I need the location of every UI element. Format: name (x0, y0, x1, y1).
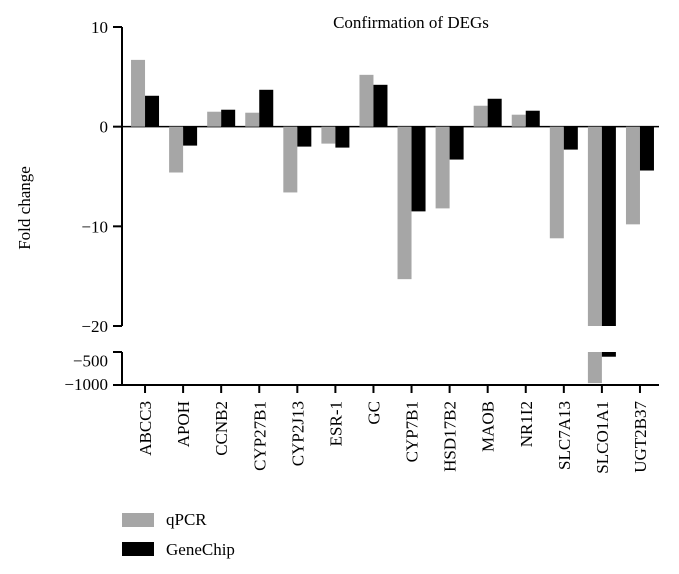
x-tick-label: CYP7B1 (403, 401, 422, 462)
legend-swatch-genechip (122, 542, 154, 556)
legend-swatch-qpcr (122, 513, 154, 527)
x-tick-label: MAOB (479, 401, 498, 452)
y-tick-label: −20 (81, 317, 108, 336)
x-tick-label: UGT2B37 (631, 401, 650, 473)
x-tick-label: CCNB2 (212, 401, 231, 456)
bar-qpcr-cyp2j13 (283, 126, 298, 193)
bar-genechip-nr1i2 (525, 110, 540, 127)
bar-qpcr-ugt2b37 (625, 126, 640, 225)
bar-qpcr-slco1a1 (587, 126, 602, 327)
bar-genechip-gc (373, 84, 388, 127)
bar-genechip-cyp27b1 (259, 89, 274, 127)
bar-qpcr-slc7a13 (549, 126, 564, 239)
bar-qpcr-cyp27b1 (245, 112, 260, 127)
bar-qpcr-maob (473, 105, 488, 127)
bar-lower-genechip-slco1a1 (601, 352, 616, 357)
x-tick-label: ABCC3 (136, 401, 155, 456)
bar-genechip-hsd17b2 (449, 126, 464, 160)
bar-genechip-ugt2b37 (639, 126, 654, 171)
bar-qpcr-cyp7b1 (397, 126, 412, 280)
bar-qpcr-abcc3 (131, 59, 146, 127)
y-tick-label: 10 (91, 18, 108, 37)
bar-genechip-esr-1 (335, 126, 350, 148)
y-tick-label: −1000 (64, 375, 108, 394)
axes: 10 0 −10 −20 −500 −1000 (64, 18, 659, 394)
x-tick-label: SLC7A13 (555, 401, 574, 470)
y-tick-label: 0 (100, 118, 109, 137)
x-tick-label: SLCO1A1 (593, 401, 612, 474)
bar-lower-qpcr-slco1a1 (587, 352, 602, 384)
x-tick-label: CYP27B1 (250, 401, 269, 471)
legend: qPCR GeneChip (122, 510, 235, 559)
bar-genechip-maob (487, 98, 502, 127)
bar-qpcr-apoh (169, 126, 184, 173)
legend-label-genechip: GeneChip (166, 540, 235, 559)
bar-qpcr-hsd17b2 (435, 126, 450, 209)
bar-qpcr-ccnb2 (207, 111, 222, 127)
legend-label-qpcr: qPCR (166, 510, 207, 529)
bar-genechip-apoh (183, 126, 198, 146)
x-tick-label: CYP2J13 (288, 401, 307, 466)
bar-genechip-abcc3 (145, 95, 160, 127)
y-tick-label: −10 (81, 217, 108, 236)
bar-qpcr-nr1i2 (511, 114, 526, 127)
y-tick-label: −500 (73, 351, 108, 370)
y-axis-label: Fold change (15, 166, 34, 250)
bar-genechip-slco1a1 (601, 126, 616, 327)
x-tick-label: ESR-1 (326, 401, 345, 446)
bar-genechip-slc7a13 (563, 126, 578, 150)
x-tick-label: APOH (174, 401, 193, 447)
x-tick-labels: ABCC3 APOH CCNB2 CYP27B1 CYP2J13 ESR-1 GC CYP7B… (136, 385, 650, 474)
bar-qpcr-esr-1 (321, 126, 336, 144)
x-tick-label: NR1I2 (517, 401, 536, 447)
x-tick-label: HSD17B2 (441, 401, 460, 472)
bar-genechip-ccnb2 (221, 109, 236, 127)
x-tick-label: GC (364, 401, 383, 425)
bars (131, 59, 654, 384)
bar-genechip-cyp7b1 (411, 126, 426, 212)
bar-qpcr-gc (359, 74, 374, 127)
chart-title: Confirmation of DEGs (333, 13, 489, 32)
bar-genechip-cyp2j13 (297, 126, 312, 147)
